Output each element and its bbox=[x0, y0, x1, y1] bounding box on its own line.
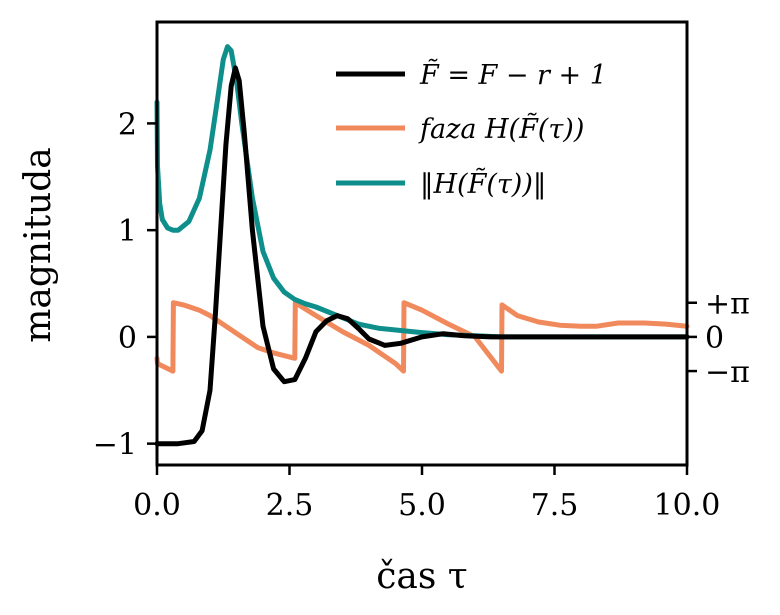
y2-tick-label: −π bbox=[705, 355, 750, 390]
legend: F̃ = F − r + 1 faza H(F̃(τ)) ‖H(F̃(τ))‖ bbox=[336, 58, 607, 200]
series-layer bbox=[154, 44, 690, 447]
series-line-1 bbox=[154, 300, 690, 374]
x-tick-label: 10.0 bbox=[654, 488, 721, 523]
x-tick-label: 2.5 bbox=[266, 488, 314, 523]
y-tick-label: −1 bbox=[93, 428, 137, 463]
series-line-0 bbox=[154, 65, 690, 447]
y-tick-label: 2 bbox=[118, 107, 137, 142]
x-axis-title: čas τ bbox=[376, 556, 467, 597]
y2-tick-label: 0 bbox=[705, 321, 724, 356]
x-tick-label: 5.0 bbox=[398, 488, 446, 523]
y-tick-label: 1 bbox=[118, 214, 137, 249]
legend-label-f: F̃ = F − r + 1 bbox=[419, 58, 607, 91]
x-tick-label: 0.0 bbox=[133, 488, 181, 523]
y-tick-label: 0 bbox=[118, 321, 137, 356]
y2-tick-label: +π bbox=[705, 287, 750, 322]
y-axis-title: magnituda bbox=[18, 147, 59, 343]
legend-label-magnitude: ‖H(F̃(τ))‖ bbox=[420, 167, 546, 200]
legend-label-phase: faza H(F̃(τ)) bbox=[418, 112, 584, 145]
x-tick-label: 7.5 bbox=[531, 488, 579, 523]
